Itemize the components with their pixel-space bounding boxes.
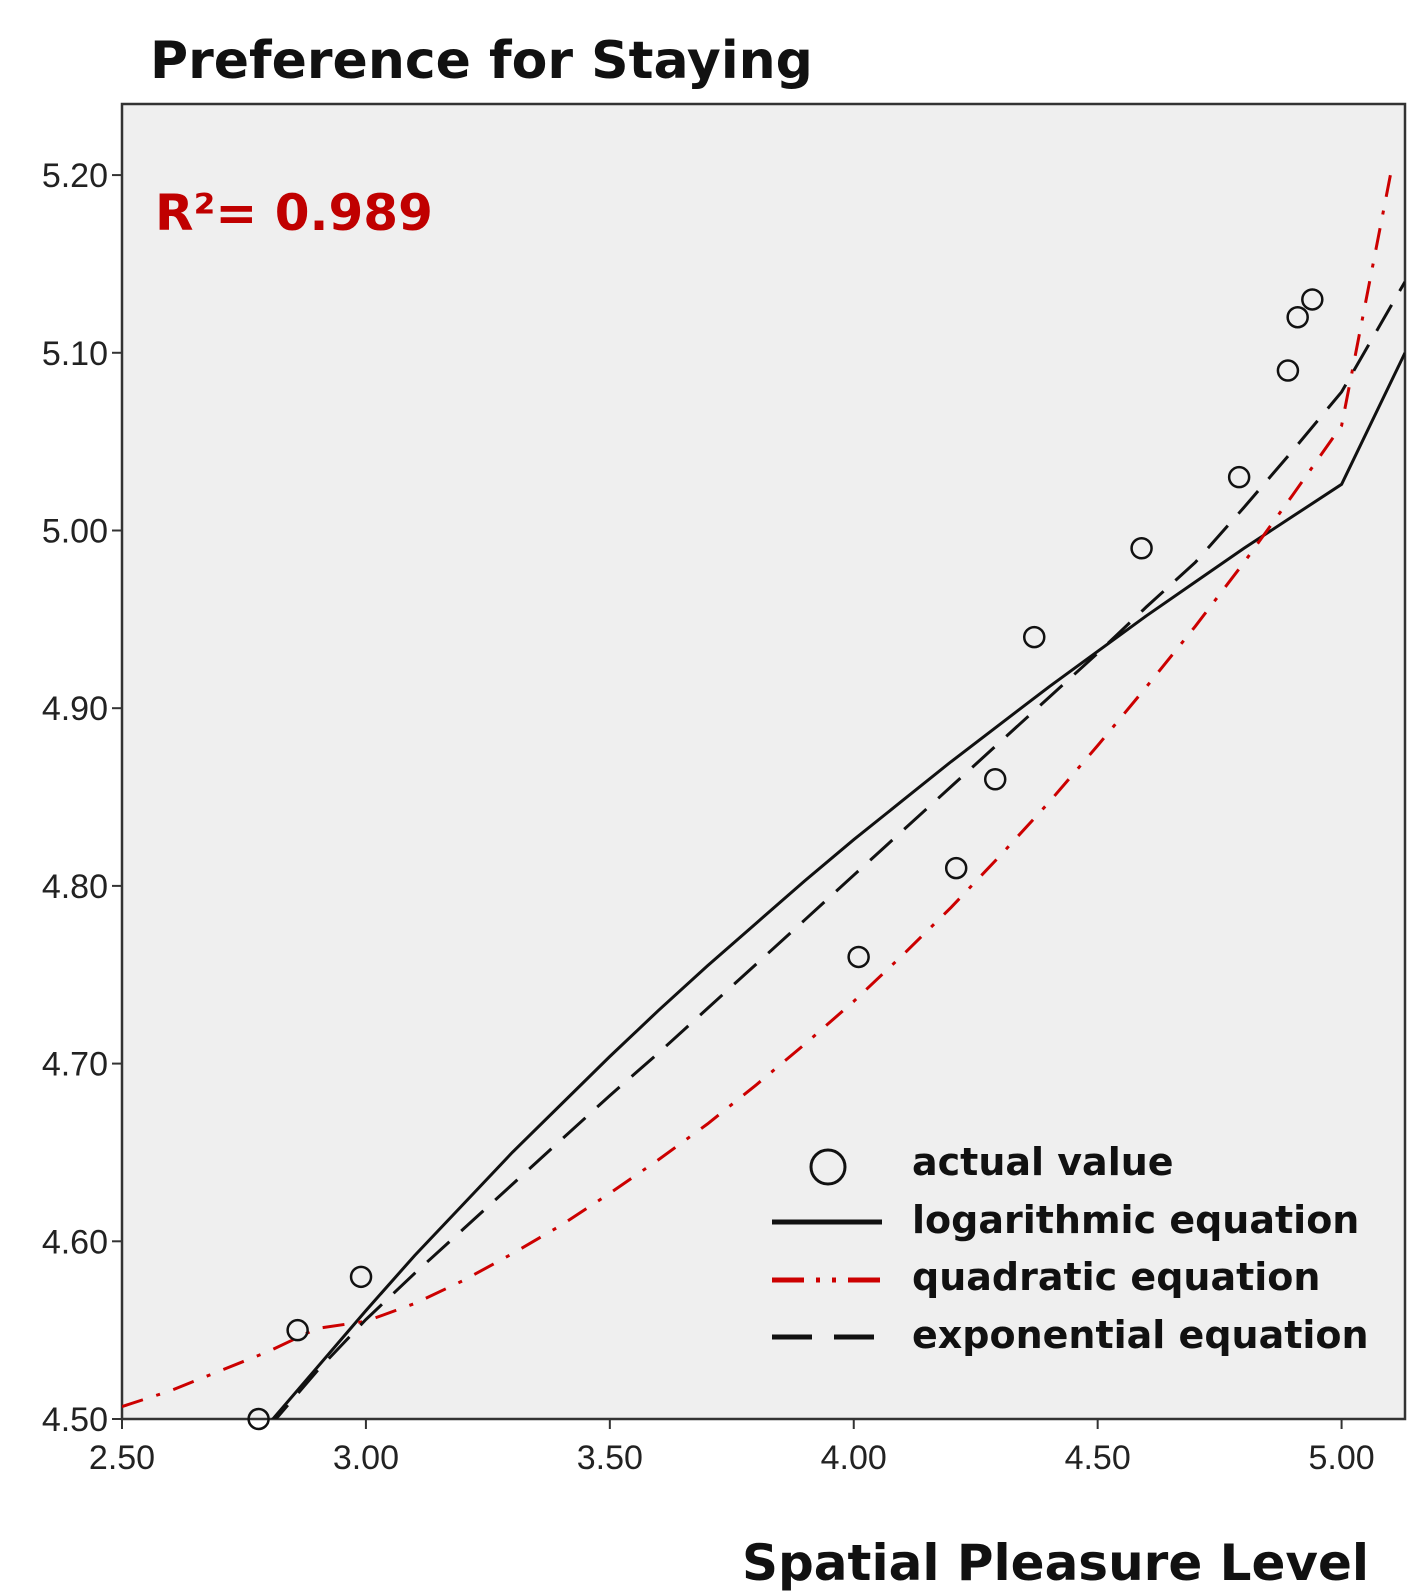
x-tick-label: 5.00 [1308, 1439, 1374, 1477]
data-point [847, 945, 870, 969]
x-tick-label: 4.50 [1065, 1439, 1131, 1477]
plot-area [120, 102, 1407, 1421]
y-tick-label: 5.00 [42, 512, 108, 550]
legend-label-logarithmic: logarithmic equation [912, 1198, 1359, 1242]
data-point [286, 1318, 309, 1342]
data-point [1286, 305, 1309, 329]
y-tick-label: 4.90 [42, 690, 108, 728]
legend: actual value logarithmic equation quadra… [772, 1140, 1369, 1357]
chart-title: Preference for Staying [150, 31, 813, 91]
fit-curves [122, 174, 1405, 1419]
y-tick-label: 5.10 [42, 335, 108, 373]
legend-label-actual-value: actual value [912, 1140, 1174, 1184]
data-point [1301, 288, 1324, 311]
data-point [944, 856, 968, 880]
data-point [1276, 359, 1300, 382]
y-tick-label: 5.20 [42, 157, 108, 195]
data-point [983, 768, 1007, 791]
legend-label-quadratic: quadratic equation [912, 1255, 1320, 1299]
x-axis-title: Spatial Pleasure Level [742, 1534, 1369, 1592]
legend-label-exponential: exponential equation [912, 1313, 1369, 1357]
series-line-quadratic [122, 174, 1392, 1409]
x-tick-label: 3.50 [577, 1439, 643, 1477]
data-point [1022, 625, 1046, 649]
legend-marker-actual-value [809, 1148, 847, 1186]
y-tick-label: 4.70 [42, 1046, 108, 1084]
data-point [1227, 465, 1251, 489]
axis-ticks: 2.50 3.00 3.50 4.00 4.50 5.00 4.50 4.60 4.70 4.80… [42, 157, 1375, 1477]
y-tick-label: 4.50 [42, 1401, 108, 1439]
data-points [247, 288, 1324, 1431]
x-tick-label: 3.00 [333, 1439, 399, 1477]
r-squared-annotation: R²= 0.989 [155, 184, 433, 242]
x-tick-label: 2.50 [89, 1439, 155, 1477]
y-tick-label: 4.60 [42, 1223, 108, 1261]
x-tick-label: 4.00 [821, 1439, 887, 1477]
series-line-logarithmic [270, 352, 1405, 1419]
data-point [349, 1265, 373, 1289]
data-point [247, 1407, 270, 1431]
data-point [1130, 537, 1153, 560]
y-tick-label: 4.80 [42, 868, 108, 906]
